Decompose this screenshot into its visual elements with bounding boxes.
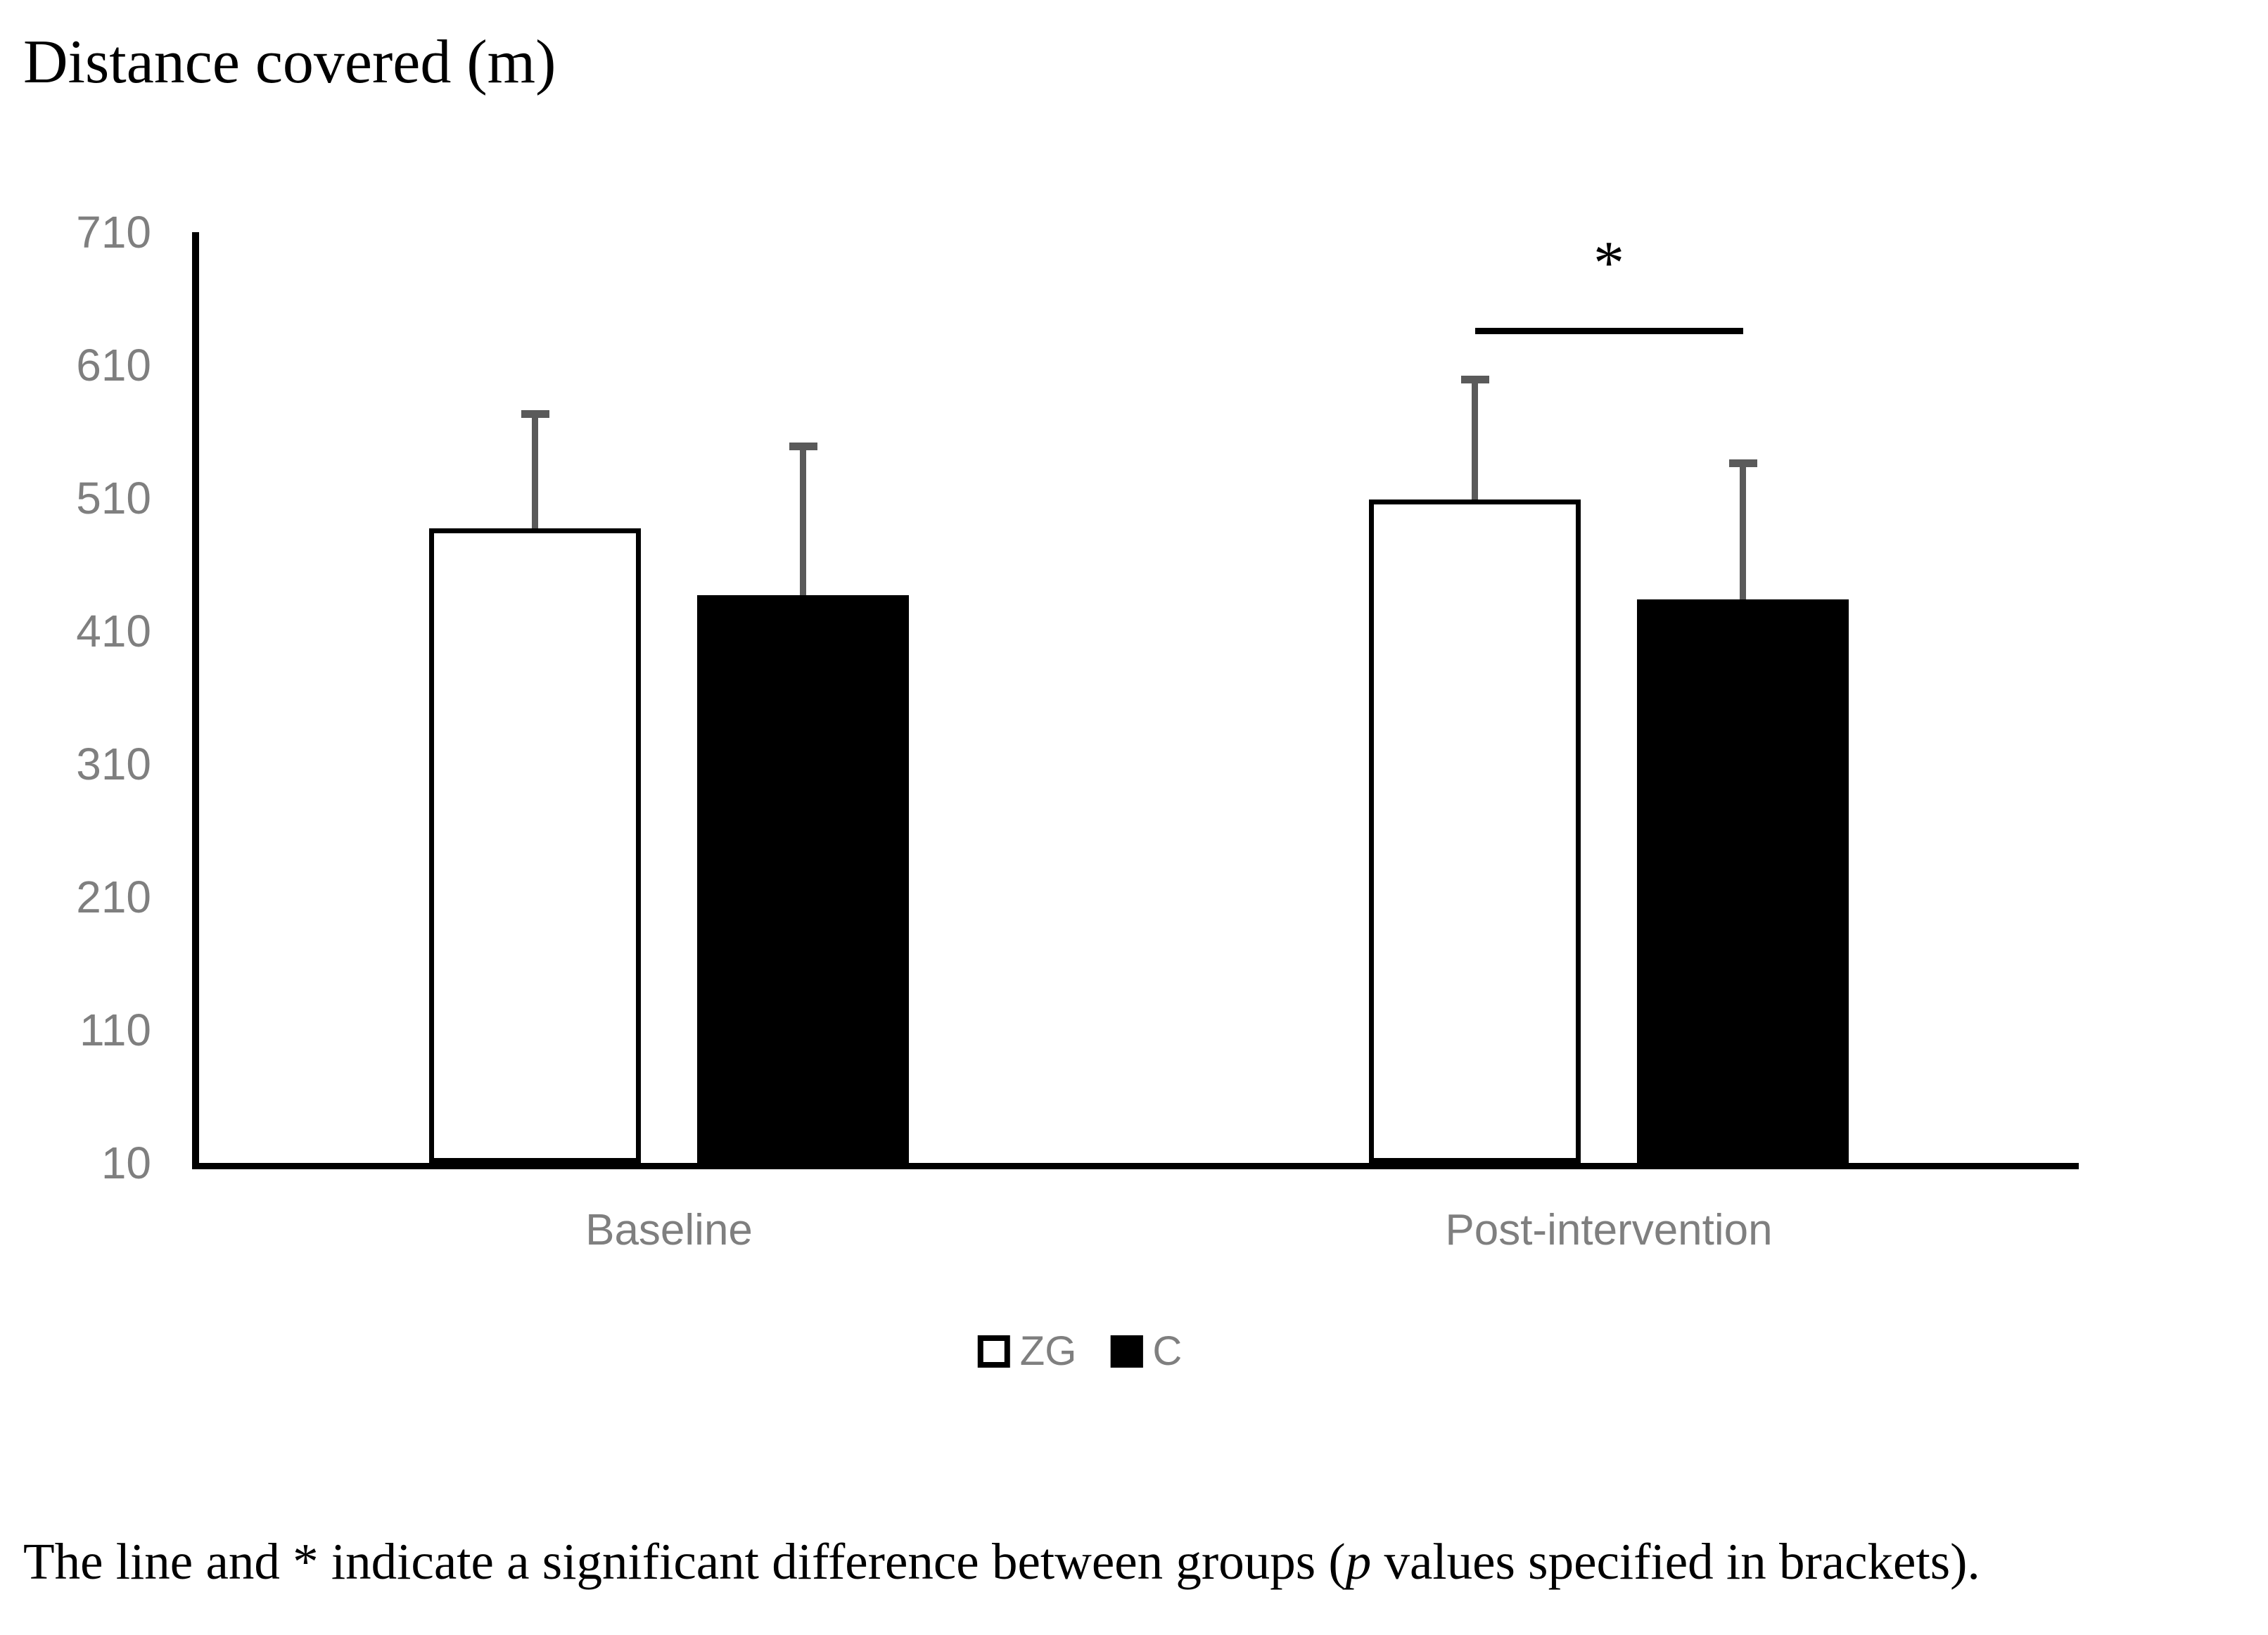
error-bar-stem [1740, 461, 1746, 599]
significance-asterisk: * [1593, 229, 1624, 298]
chart-title: Distance covered (m) [23, 28, 556, 96]
bar-c-1 [697, 594, 909, 1163]
caption-text-prefix: The line and * indicate a significant di… [23, 1533, 1346, 1590]
y-tick-label: 210 [76, 872, 151, 922]
y-tick-label: 710 [76, 207, 151, 257]
caption-text-suffix: values specified in brackets). [1371, 1533, 1980, 1590]
legend-swatch-c [1110, 1335, 1143, 1368]
bar-zg-1 [429, 528, 641, 1163]
legend-label-c: C [1152, 1328, 1183, 1374]
error-bar-stem [800, 443, 806, 595]
error-bar-stem [1472, 377, 1478, 500]
error-bar-cap [789, 442, 817, 450]
legend-swatch-zg [977, 1335, 1010, 1368]
y-tick-label: 510 [76, 473, 151, 523]
caption-p-symbol: p [1345, 1533, 1372, 1590]
category-label: Post-intervention [1445, 1206, 1773, 1254]
y-tick-label: 10 [101, 1138, 151, 1188]
y-tick-label: 610 [76, 340, 151, 390]
y-tick-label: 410 [76, 606, 151, 656]
error-bar-cap [1460, 376, 1489, 383]
x-axis-line [192, 1163, 2079, 1169]
error-bar-cap [521, 410, 549, 419]
significance-line [1474, 328, 1743, 335]
y-tick-label: 310 [76, 739, 151, 789]
figure-caption: The line and * indicate a significant di… [23, 1532, 1980, 1591]
y-axis-line [192, 232, 199, 1169]
bar-c-2 [1637, 599, 1849, 1163]
category-label: Baseline [585, 1206, 753, 1254]
y-tick-label: 110 [79, 1005, 151, 1055]
bar-zg-2 [1369, 499, 1581, 1163]
legend-item-c: C [1110, 1331, 1182, 1372]
legend-label-zg: ZG [1019, 1328, 1077, 1374]
error-bar-stem [532, 412, 538, 529]
legend: ZG C [977, 1328, 1182, 1374]
error-bar-cap [1728, 459, 1757, 468]
legend-item-zg: ZG [977, 1328, 1077, 1374]
